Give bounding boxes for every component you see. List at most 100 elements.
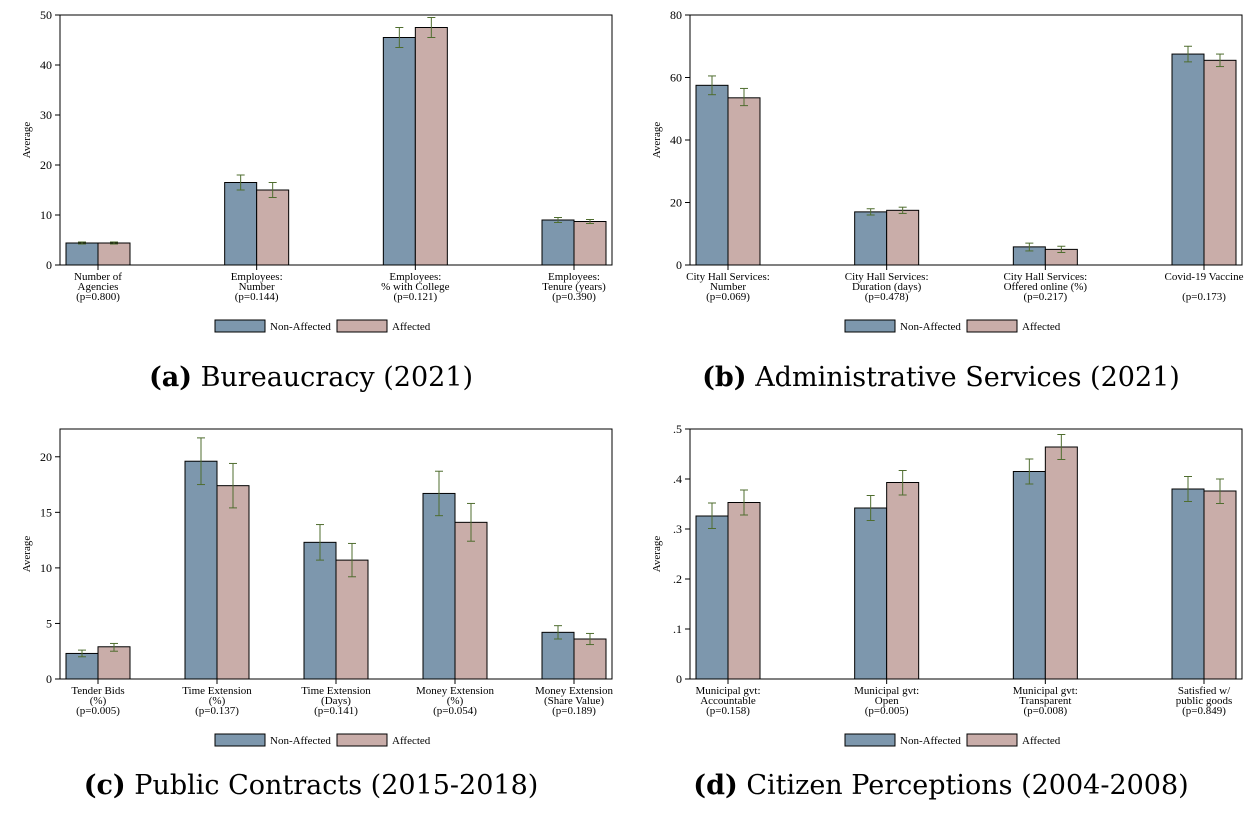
x-tick-label: City Hall Services: [686, 271, 770, 283]
x-tick-label: Duration (days) [852, 281, 922, 293]
legend-label: Non-Affected [270, 735, 331, 747]
x-tick-label: (p=0.054) [433, 705, 477, 717]
bar-non-affected [1171, 488, 1205, 680]
legend-swatch-non-affected [214, 319, 266, 333]
bar-non-affected [854, 211, 888, 266]
bar-non-affected [184, 460, 218, 680]
x-tick-label: Employees: [231, 271, 283, 283]
y-tick-label: 0 [676, 672, 682, 686]
bar-affected [1203, 490, 1237, 680]
x-tick-label: (p=0.121) [393, 291, 437, 303]
plot-frame [689, 428, 1243, 680]
bar-affected [414, 27, 448, 266]
bar-non-affected [303, 541, 337, 680]
bar-non-affected [224, 182, 258, 266]
legend-label: Affected [392, 321, 431, 333]
bar-affected [216, 485, 250, 680]
x-tick-label: Covid-19 Vaccine [1165, 271, 1244, 283]
legend-label: Affected [1022, 321, 1061, 333]
y-tick-label: 60 [670, 71, 682, 85]
y-tick-label: 20 [670, 196, 682, 210]
bar-affected [886, 209, 920, 266]
bar-affected [335, 559, 369, 680]
x-tick-label: (p=0.137) [195, 705, 239, 717]
x-tick-label: Money Extension [535, 685, 613, 697]
caption-administrative-services: (b) Administrative Services (2021) [702, 362, 1180, 393]
y-axis-label: Average [651, 536, 663, 573]
bar-non-affected [422, 492, 456, 680]
caption-citizen-perceptions: (d) Citizen Perceptions (2004-2008) [693, 770, 1189, 801]
y-tick-label: .5 [673, 422, 682, 436]
y-axis-label: Average [21, 536, 33, 573]
bar-non-affected [854, 507, 888, 680]
y-tick-label: 20 [40, 158, 52, 172]
x-tick-label: % with College [381, 281, 450, 293]
panel-administrative-services: 0 20 40 60 80 Average City Hall Services: Numbe… [630, 0, 1252, 412]
x-tick-label: Municipal gvt: [1013, 685, 1078, 697]
legend-label: Affected [1022, 735, 1061, 747]
bar-affected [97, 646, 131, 680]
plot-frame [59, 14, 613, 266]
x-tick-label: Tenure (years) [542, 281, 606, 293]
x-tick-label: (Days) [321, 695, 351, 707]
x-tick-label: Employees: [389, 271, 441, 283]
bar-affected [886, 482, 920, 680]
y-axis-label: Average [651, 122, 663, 159]
y-tick-label: 0 [676, 258, 682, 272]
bar-non-affected [695, 515, 729, 680]
legend-swatch-non-affected [214, 733, 266, 747]
legend-label: Non-Affected [900, 735, 961, 747]
x-tick-label: Accountable [700, 695, 756, 707]
x-tick-label: (p=0.069) [706, 291, 750, 303]
bar-affected [97, 242, 131, 266]
legend-swatch-non-affected [844, 319, 896, 333]
x-tick-label: Municipal gvt: [695, 685, 760, 697]
x-tick-label: (p=0.158) [706, 705, 750, 717]
bar-affected [256, 189, 290, 266]
legend-swatch-affected [966, 733, 1018, 747]
bar-non-affected [382, 37, 416, 266]
x-tick-label: Municipal gvt: [854, 685, 919, 697]
bar-non-affected [695, 84, 729, 266]
x-tick-label: (p=0.217) [1023, 291, 1067, 303]
caption-bureaucracy: (a) Bureaucracy (2021) [148, 362, 474, 393]
x-tick-label: Number [239, 281, 275, 293]
bar-non-affected [65, 242, 99, 266]
y-tick-label: .4 [673, 472, 682, 486]
bar-non-affected [1012, 471, 1046, 680]
y-tick-label: 30 [40, 108, 52, 122]
y-tick-label: .1 [673, 622, 682, 636]
bar-affected [727, 97, 761, 266]
bar-non-affected [541, 219, 575, 266]
y-tick-label: 80 [670, 8, 682, 22]
bar-affected [573, 638, 607, 680]
x-tick-label: City Hall Services: [845, 271, 929, 283]
y-tick-label: .2 [673, 572, 682, 586]
x-tick-label: Number of [74, 271, 122, 283]
x-tick-label: (p=0.173) [1182, 291, 1226, 303]
bar-affected [1203, 59, 1237, 266]
x-tick-label: (p=0.005) [865, 705, 909, 717]
y-tick-label: 15 [40, 505, 52, 519]
x-tick-label: Open [875, 695, 899, 707]
legend-label: Non-Affected [270, 321, 331, 333]
x-tick-label: (Share Value) [544, 695, 604, 707]
bar-affected [1044, 446, 1078, 680]
y-tick-label: 0 [46, 258, 52, 272]
y-tick-label: 0 [46, 672, 52, 686]
x-tick-label: (p=0.008) [1023, 705, 1067, 717]
x-tick-label: Employees: [548, 271, 600, 283]
panel-bureaucracy: 0 10 20 30 40 50 Average Number of Agencies (p=0.… [0, 0, 622, 412]
legend-label: Non-Affected [900, 321, 961, 333]
y-tick-label: .3 [673, 522, 682, 536]
legend-swatch-affected [336, 319, 388, 333]
x-tick-label: (p=0.849) [1182, 705, 1226, 717]
x-tick-label: City Hall Services: [1003, 271, 1087, 283]
x-tick-label: (p=0.005) [76, 705, 120, 717]
x-tick-label: (%) [90, 695, 107, 707]
bar-affected [573, 221, 607, 266]
x-tick-label: Time Extension [182, 685, 252, 697]
